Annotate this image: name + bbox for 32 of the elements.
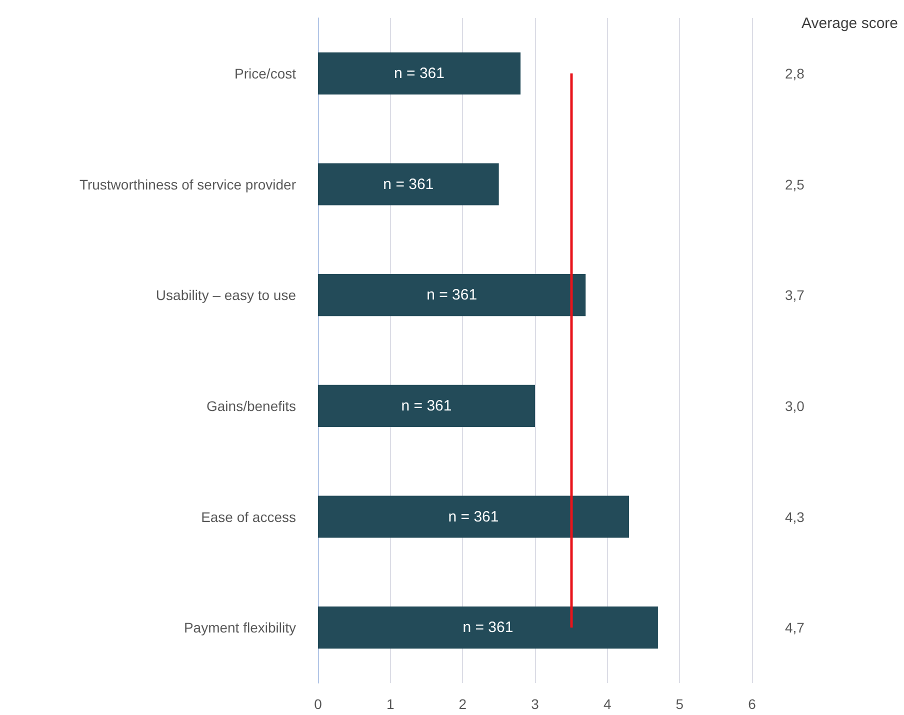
- y-tick-label: Payment flexibility: [184, 620, 296, 636]
- x-tick-label: 1: [386, 696, 394, 712]
- data-label: 4,3: [785, 508, 805, 525]
- data-label: 2,5: [785, 176, 805, 192]
- bar: [318, 384, 535, 427]
- bar: [318, 274, 586, 316]
- y-tick-label: Usability – easy to use: [156, 287, 296, 304]
- annotation: n = 361: [426, 286, 478, 304]
- y-tick-label: Trustworthiness of service provider: [79, 176, 296, 192]
- x-tick-label: 4: [603, 696, 612, 712]
- annotation: n = 361: [448, 508, 499, 526]
- bar: [318, 606, 658, 649]
- x-tick-label: 2: [458, 696, 467, 712]
- y-tick-label: Gains/benefits: [206, 398, 296, 414]
- annotation: n = 361: [383, 176, 434, 193]
- y-tick-label: Price/cost: [234, 65, 296, 82]
- data-label: 3,7: [785, 287, 805, 304]
- bar: [318, 496, 630, 538]
- x-tick-label: 6: [748, 696, 756, 712]
- x-tick-label: 5: [676, 696, 684, 712]
- data-label: 2,8: [785, 65, 805, 82]
- annotation: n = 361: [462, 619, 514, 636]
- annotation: n = 361: [394, 64, 444, 82]
- x-tick-label: 0: [314, 696, 322, 712]
- annotation: n = 361: [401, 397, 452, 414]
- data-label: 4,7: [785, 620, 805, 636]
- bar: [318, 52, 521, 94]
- bar: [318, 163, 499, 206]
- x-tick-label: 3: [531, 696, 540, 712]
- data-label: 3,0: [785, 398, 805, 414]
- text: Average score: [802, 15, 898, 32]
- y-tick-label: Ease of access: [201, 508, 296, 525]
